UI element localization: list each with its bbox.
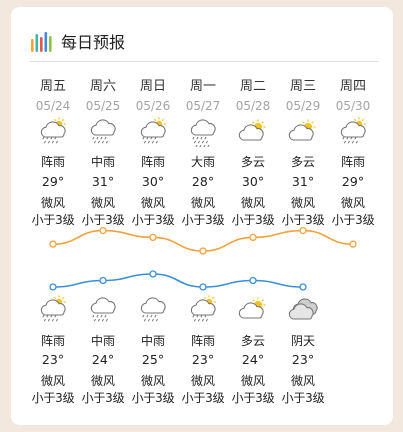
day-wind-level: 小于3级 [181, 213, 225, 227]
day-temp-label: 31° [291, 174, 315, 189]
thunder-rain-sun-icon [40, 117, 66, 144]
night-weather-label: 多云 [240, 334, 265, 348]
thunder-rain-sun-icon [190, 295, 216, 322]
day-wind-level: 小于3级 [281, 213, 325, 227]
high-temp-point [99, 226, 107, 235]
weekday-label: 周六 [89, 79, 116, 94]
weekday-label: 周四 [339, 79, 366, 94]
weekday-label: 周二 [239, 79, 266, 94]
rain-icon [90, 119, 116, 144]
thunder-rain-sun-icon [340, 117, 366, 144]
daily-forecast-card: 每日预报 [11, 7, 393, 425]
date-label: 05/30 [335, 99, 371, 113]
thunder-rain-sun-icon [40, 295, 66, 322]
date-label: 05/29 [285, 99, 321, 113]
thunder-rain-sun-icon [140, 117, 166, 144]
low-temp-point [249, 276, 257, 285]
date-label: 05/24 [35, 99, 71, 113]
high-temp-point [199, 247, 207, 255]
night-wind-label: 微风 [240, 374, 265, 388]
header-divider [29, 61, 379, 62]
night-weather-label: 阵雨 [190, 334, 215, 348]
night-wind-label: 微风 [190, 374, 215, 388]
night-temp-label: 24° [241, 352, 265, 367]
day-temp-label: 30° [141, 174, 165, 189]
day-temp-label: 29° [341, 174, 365, 189]
night-wind-level: 小于3级 [231, 391, 275, 405]
day-weather-label: 中雨 [90, 155, 115, 169]
night-wind-level: 小于3级 [31, 391, 75, 405]
date-label: 05/25 [85, 99, 121, 113]
night-wind-label: 微风 [90, 374, 115, 388]
weekday-label: 周日 [139, 79, 166, 94]
night-weather-label: 中雨 [90, 334, 115, 348]
day-wind-level: 小于3级 [131, 213, 175, 227]
night-wind-label: 微风 [290, 374, 315, 388]
date-label: 05/28 [235, 99, 271, 113]
night-temp-label: 23° [291, 352, 315, 367]
night-temp-label: 24° [91, 352, 115, 367]
partly-cloudy-icon [288, 119, 316, 141]
night-weather-label: 阴天 [290, 334, 315, 348]
night-wind-level: 小于3级 [131, 391, 175, 405]
day-wind-level: 小于3级 [331, 213, 375, 227]
low-temp-point [299, 283, 307, 291]
partly-cloudy-icon [238, 297, 266, 319]
card-header: 每日预报 [29, 29, 125, 53]
day-wind-label: 微风 [240, 196, 265, 210]
weekday-label: 周一 [189, 79, 216, 94]
day-temp-label: 30° [241, 174, 265, 189]
overcast-icon [288, 298, 318, 320]
high-temp-point [249, 233, 257, 242]
night-temp-label: 25° [141, 352, 165, 367]
low-temp-point [149, 270, 157, 278]
day-weather-label: 多云 [290, 155, 315, 169]
day-temp-label: 29° [41, 174, 65, 189]
high-temp-point [49, 240, 57, 248]
partly-cloudy-icon [238, 119, 266, 141]
low-temp-point [199, 283, 207, 291]
rain-icon [90, 297, 116, 322]
bar-chart-logo-icon [31, 32, 52, 52]
heavy-rain-icon [190, 119, 216, 147]
low-temp-point [99, 276, 107, 285]
day-wind-label: 微风 [290, 196, 315, 210]
day-wind-label: 微风 [140, 196, 165, 210]
high-temp-point [149, 233, 157, 242]
low-temp-point [49, 283, 57, 291]
high-temp-point [299, 226, 307, 235]
high-temp-point [349, 240, 357, 248]
day-wind-level: 小于3级 [231, 213, 275, 227]
day-wind-label: 微风 [340, 196, 365, 210]
day-wind-level: 小于3级 [81, 213, 125, 227]
date-label: 05/27 [185, 99, 221, 113]
day-wind-level: 小于3级 [31, 213, 75, 227]
day-weather-label: 阵雨 [340, 155, 365, 169]
night-wind-label: 微风 [40, 374, 65, 388]
day-temp-label: 28° [191, 174, 215, 189]
night-weather-label: 阵雨 [40, 334, 65, 348]
day-temp-label: 31° [91, 174, 115, 189]
card-title: 每日预报 [61, 33, 126, 52]
rain-icon [140, 297, 166, 322]
day-weather-label: 阵雨 [40, 155, 65, 169]
day-wind-label: 微风 [190, 196, 215, 210]
night-wind-label: 微风 [140, 374, 165, 388]
weekday-label: 周三 [289, 79, 316, 94]
night-wind-level: 小于3级 [281, 391, 325, 405]
night-wind-level: 小于3级 [181, 391, 225, 405]
night-temp-label: 23° [41, 352, 65, 367]
low-temp-line [52, 273, 304, 288]
day-weather-label: 大雨 [190, 155, 215, 169]
day-wind-label: 微风 [40, 196, 65, 210]
night-weather-label: 中雨 [140, 334, 165, 348]
date-label: 05/26 [135, 99, 171, 113]
night-temp-label: 23° [191, 352, 215, 367]
day-weather-label: 多云 [240, 155, 265, 169]
weekday-label: 周五 [39, 79, 66, 94]
night-wind-level: 小于3级 [81, 391, 125, 405]
day-wind-label: 微风 [90, 196, 115, 210]
day-weather-label: 阵雨 [140, 155, 165, 169]
